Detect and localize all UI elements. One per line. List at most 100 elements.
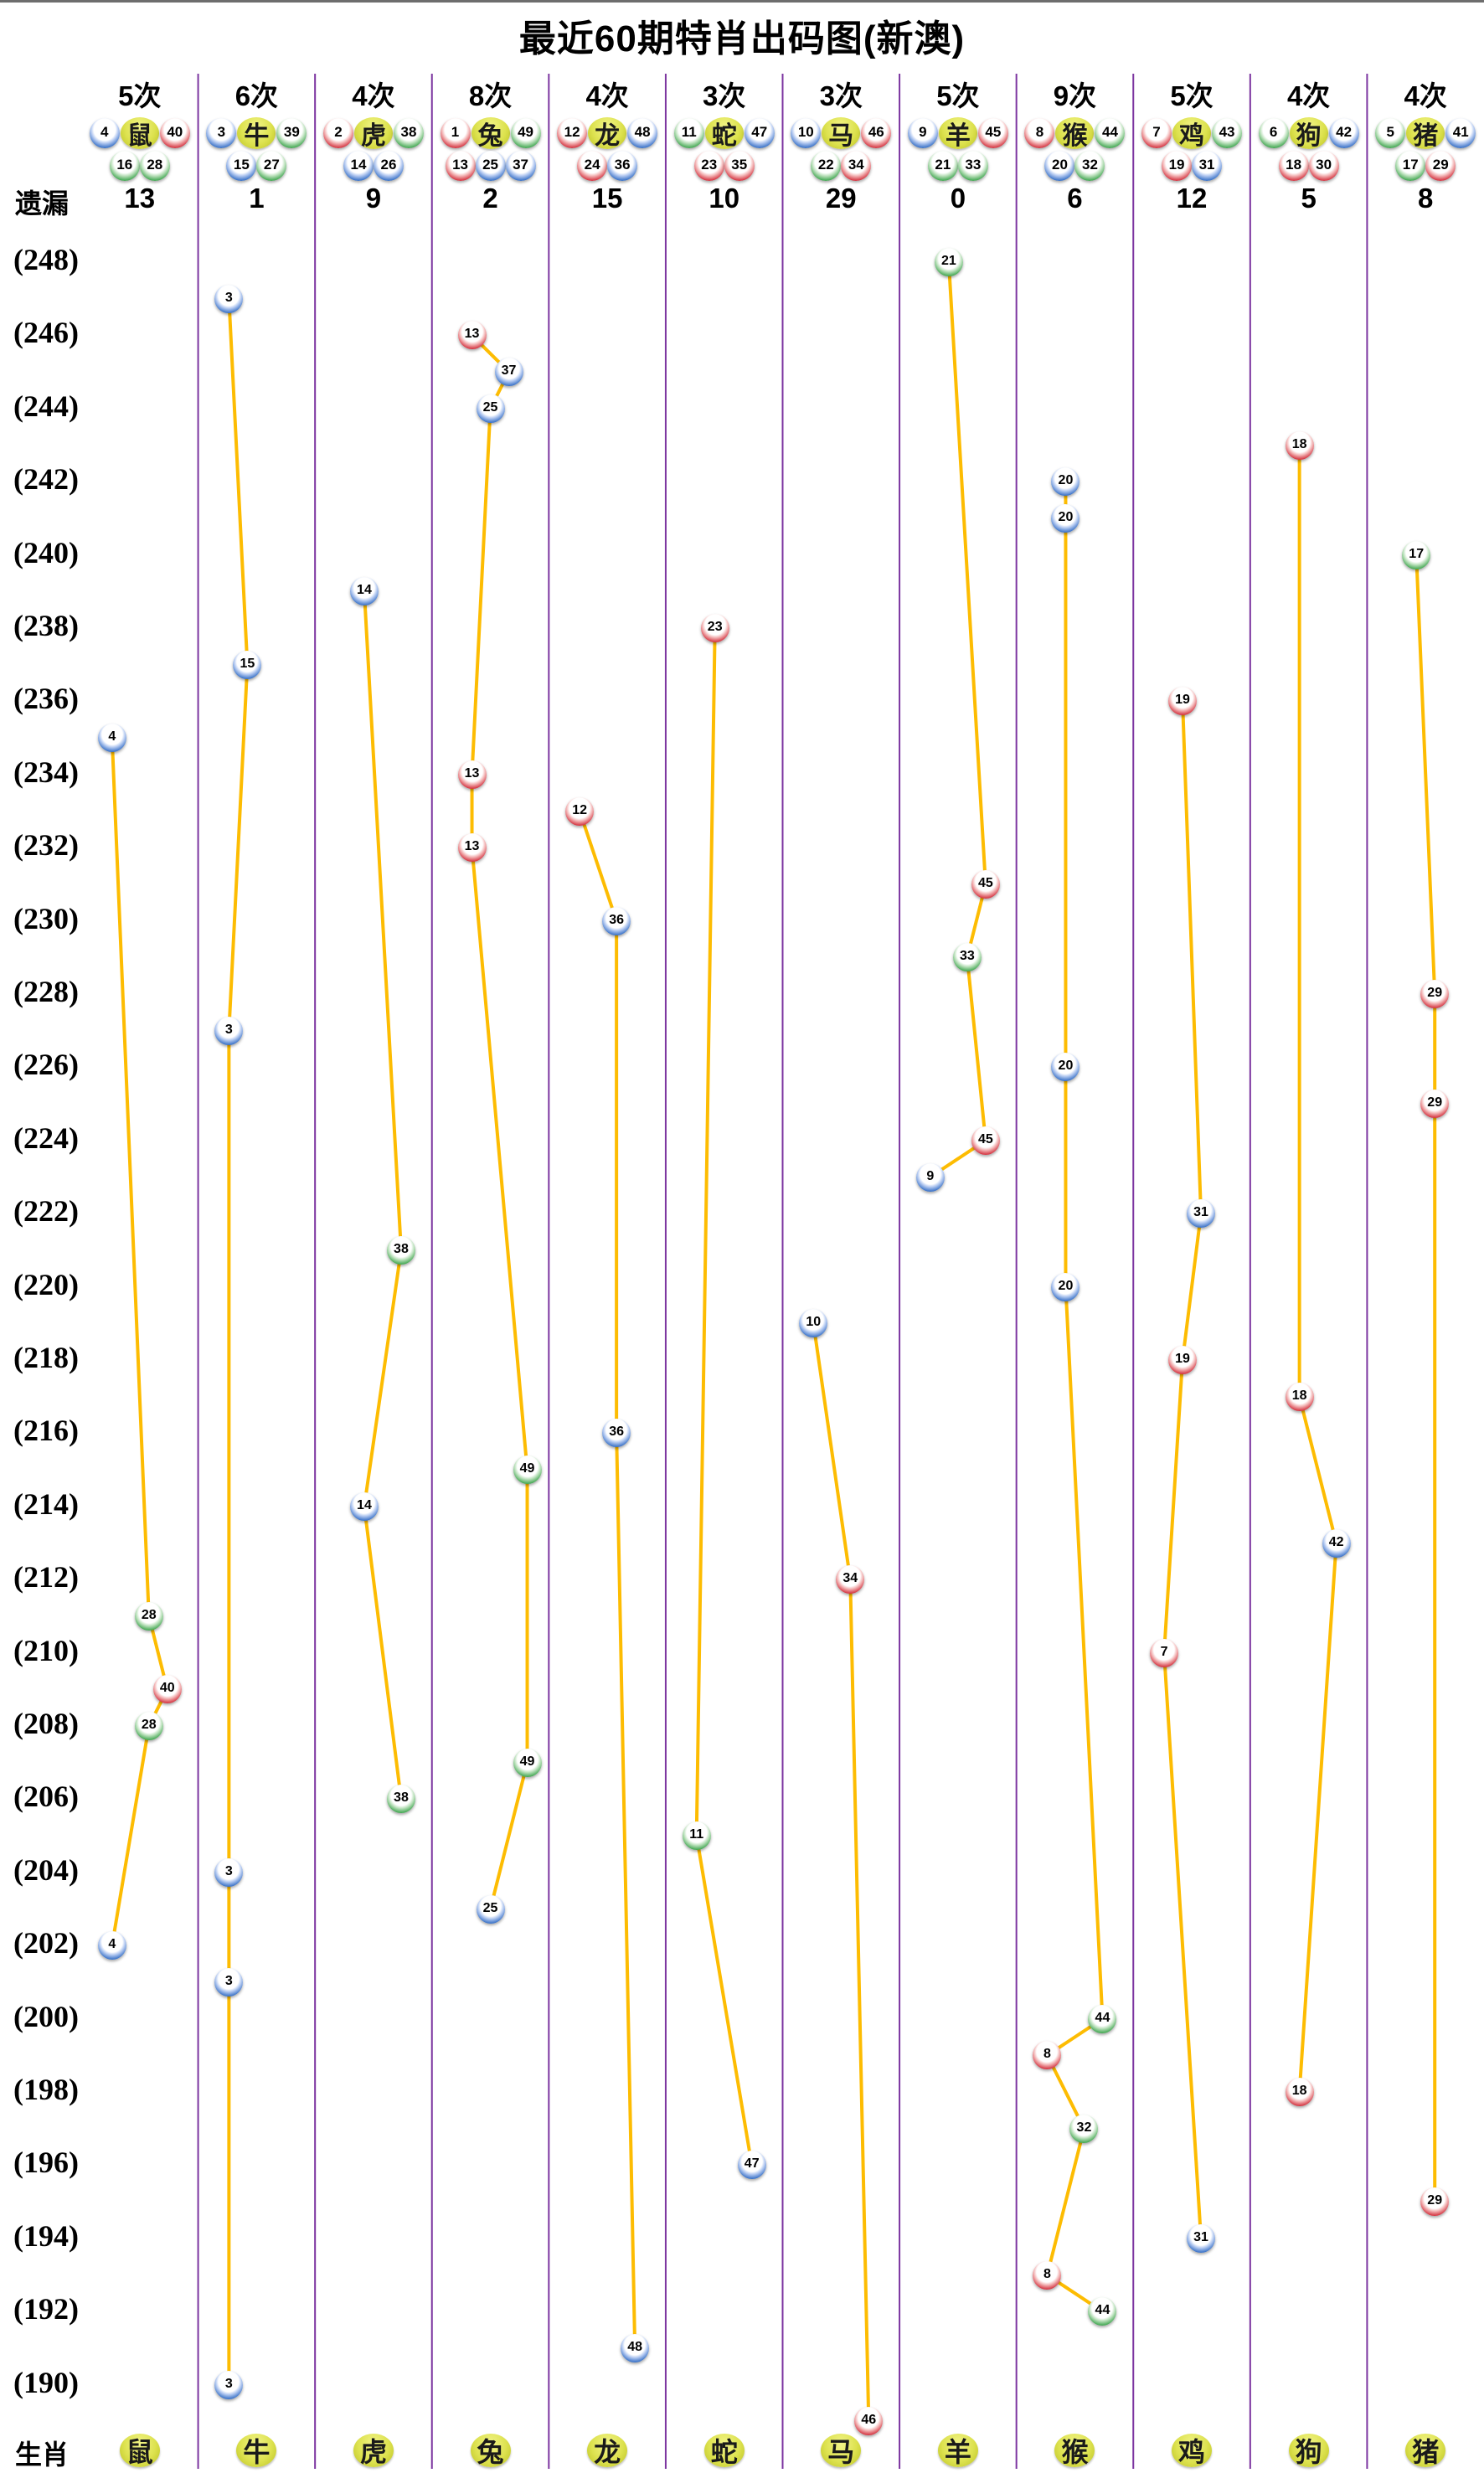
period-tick-label: (214) [13, 1486, 79, 1521]
data-ball: 49 [513, 1748, 542, 1777]
data-ball: 36 [602, 906, 631, 935]
data-ball: 37 [494, 358, 523, 387]
omission-axis-label: 遗漏 [14, 188, 69, 219]
period-tick-label: (212) [13, 1560, 79, 1595]
header-ball: 36 [607, 151, 638, 181]
header-ball: 22 [811, 151, 842, 181]
trend-line [1162, 701, 1203, 2239]
data-ball: 14 [349, 1492, 379, 1521]
column-count-label: 8次 [468, 80, 513, 111]
column-miss-value: 2 [482, 183, 498, 214]
period-tick-label: (238) [13, 609, 79, 642]
trend-line [227, 298, 250, 2385]
column-miss-value: 13 [124, 183, 156, 214]
period-tick-label: (210) [13, 1633, 79, 1667]
period-tick-label: (192) [13, 2292, 79, 2326]
header-ball: 2 [322, 118, 353, 148]
data-ball: 9 [915, 1162, 945, 1192]
zodiac-bottom-badge: 龙 [587, 2434, 628, 2467]
data-ball: 44 [1088, 2004, 1117, 2033]
data-ball: 7 [1150, 1638, 1179, 1667]
header-ball: 45 [977, 118, 1008, 148]
column-zodiac-badge: 狗 [1289, 117, 1328, 150]
header-ball: 48 [627, 118, 658, 148]
header-ball: 15 [226, 151, 257, 181]
zodiac-bottom-badge: 虎 [353, 2434, 394, 2467]
period-tick-label: (234) [13, 755, 79, 789]
header-ball: 27 [256, 151, 287, 181]
column-zodiac-badge: 蛇 [704, 117, 744, 150]
data-ball: 31 [1187, 1199, 1216, 1229]
column-count-label: 3次 [819, 80, 863, 111]
column-miss-value: 12 [1176, 183, 1208, 214]
trend-line [1045, 482, 1105, 2313]
period-tick-label: (190) [13, 2365, 79, 2399]
header-ball: 9 [907, 118, 938, 148]
column-count-label: 5次 [118, 80, 162, 111]
header-ball: 14 [343, 151, 374, 181]
zodiac-bottom-badge: 牛 [236, 2434, 277, 2467]
column-count-label: 4次 [1404, 80, 1447, 111]
header-ball: 7 [1141, 118, 1172, 148]
data-ball: 17 [1402, 540, 1431, 569]
top-border-line [0, 0, 1484, 3]
header-ball: 44 [1095, 118, 1126, 148]
data-ball: 18 [1285, 2078, 1314, 2106]
data-ball: 3 [214, 2370, 244, 2399]
column-miss-value: 6 [1067, 183, 1083, 214]
data-ball: 13 [457, 760, 487, 789]
zodiac-bottom-badge: 羊 [937, 2434, 978, 2467]
header-ball: 6 [1258, 118, 1289, 148]
header-ball: 34 [841, 151, 872, 181]
zodiac-axis-label: 生肖 [14, 2440, 69, 2470]
header-ball: 24 [577, 151, 608, 181]
zodiac-bottom-badge: 马 [821, 2434, 862, 2467]
header-ball: 18 [1278, 151, 1309, 181]
trend-line [929, 261, 987, 1179]
column-miss-value: 10 [709, 183, 740, 214]
data-ball: 20 [1051, 1272, 1080, 1301]
data-ball: 28 [134, 1712, 163, 1740]
data-ball: 47 [737, 2151, 766, 2180]
period-tick-label: (246) [13, 316, 79, 350]
header-ball: 39 [276, 118, 307, 148]
column-zodiac-badge: 龙 [588, 117, 627, 150]
data-ball: 28 [134, 1601, 163, 1631]
period-tick-label: (242) [13, 462, 79, 497]
data-ball: 21 [934, 248, 963, 276]
data-ball: 20 [1051, 467, 1080, 497]
header-ball: 12 [557, 118, 588, 148]
zodiac-bottom-badge: 蛇 [703, 2434, 745, 2467]
period-tick-label: (222) [13, 1194, 79, 1229]
data-ball: 14 [349, 577, 379, 606]
data-ball: 33 [952, 943, 982, 972]
header-ball: 35 [724, 151, 755, 181]
period-tick-label: (206) [13, 1780, 79, 1814]
column-zodiac-badge: 猪 [1406, 117, 1445, 150]
period-tick-label: (208) [13, 1707, 79, 1740]
header-ball: 16 [109, 151, 140, 181]
header-ball: 25 [475, 151, 506, 181]
column-miss-value: 8 [1418, 183, 1434, 214]
period-tick-label: (194) [13, 2218, 79, 2253]
column-count-label: 4次 [1286, 80, 1331, 111]
period-tick-label: (232) [13, 828, 79, 863]
data-ball: 29 [1420, 980, 1450, 1008]
chart-title: 最近60期特肖出码图(新澳) [518, 18, 966, 59]
column-miss-value: 0 [950, 183, 966, 214]
header-ball: 42 [1328, 118, 1359, 148]
header-ball: 4 [89, 118, 120, 148]
data-ball: 45 [971, 869, 1000, 899]
period-tick-label: (220) [13, 1267, 79, 1301]
period-tick-label: (198) [13, 2073, 79, 2106]
data-ball: 20 [1051, 1053, 1080, 1082]
header-ball: 47 [744, 118, 775, 148]
data-ball: 38 [386, 1785, 415, 1814]
data-ball: 40 [152, 1675, 182, 1704]
data-ball: 3 [214, 1016, 244, 1045]
zodiac-bottom-badge: 兔 [470, 2434, 511, 2467]
data-ball: 8 [1033, 2041, 1062, 2070]
data-ball: 4 [97, 724, 126, 753]
header-ball: 13 [445, 151, 476, 181]
trend-line [578, 810, 637, 2348]
